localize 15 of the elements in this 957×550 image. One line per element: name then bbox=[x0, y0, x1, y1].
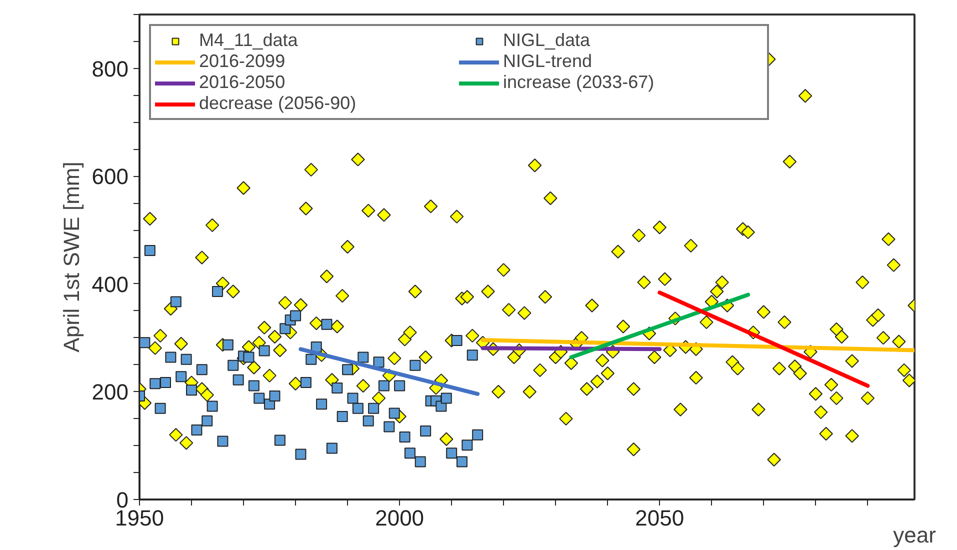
y-tick-label: 400 bbox=[92, 272, 129, 297]
legend-label: decrease (2056-90) bbox=[199, 93, 358, 114]
x-tick-label: 2000 bbox=[375, 506, 424, 530]
legend-label: increase (2033-67) bbox=[503, 72, 656, 93]
legend-label: NIGL-trend bbox=[503, 51, 594, 72]
legend-label: M4_11_data bbox=[199, 30, 299, 51]
y-tick-label: 800 bbox=[92, 56, 129, 82]
x-axis-title: year bbox=[893, 522, 936, 548]
y-tick-label: 600 bbox=[92, 164, 129, 190]
x-tick-label: 2050 bbox=[635, 506, 684, 530]
y-axis-title: April 1st SWE [mm] bbox=[58, 162, 84, 352]
legend-label: 2016-2099 bbox=[199, 51, 286, 72]
y-tick-label: 200 bbox=[92, 380, 129, 405]
legend-label: 2016-2050 bbox=[199, 72, 286, 93]
legend-label: NIGL_data bbox=[503, 30, 592, 51]
